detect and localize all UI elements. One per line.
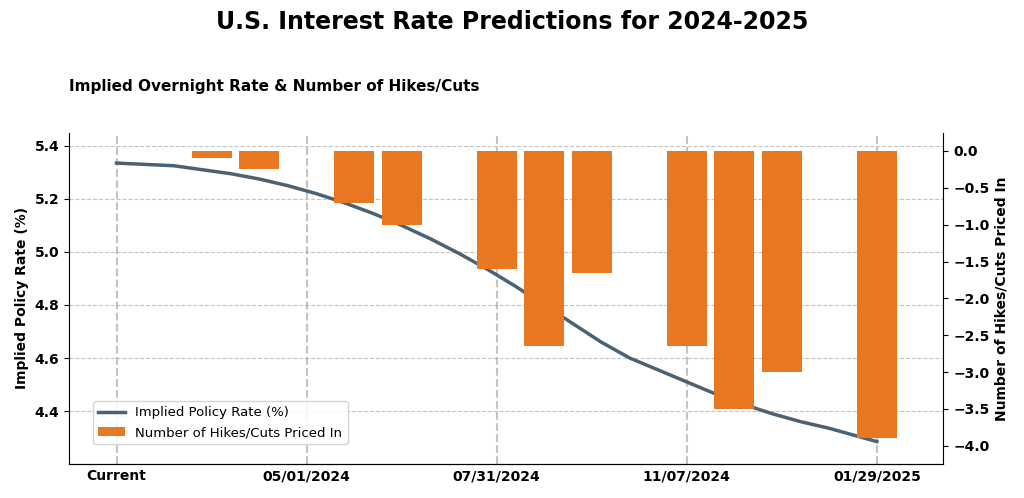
Bar <box>524 151 564 346</box>
Bar <box>240 151 280 169</box>
Bar <box>191 151 231 158</box>
Y-axis label: Number of Hikes/Cuts Priced In: Number of Hikes/Cuts Priced In <box>995 176 1009 421</box>
Text: Implied Overnight Rate & Number of Hikes/Cuts: Implied Overnight Rate & Number of Hikes… <box>69 79 479 94</box>
Y-axis label: Implied Policy Rate (%): Implied Policy Rate (%) <box>15 207 29 389</box>
Bar <box>667 151 707 346</box>
Bar <box>715 151 755 409</box>
Bar <box>334 151 374 203</box>
Bar <box>382 151 422 225</box>
Bar <box>571 151 611 272</box>
Bar <box>477 151 517 269</box>
Bar <box>762 151 802 372</box>
Bar <box>857 151 897 438</box>
Text: U.S. Interest Rate Predictions for 2024-2025: U.S. Interest Rate Predictions for 2024-… <box>216 10 808 34</box>
Legend: Implied Policy Rate (%), Number of Hikes/Cuts Priced In: Implied Policy Rate (%), Number of Hikes… <box>93 401 347 444</box>
